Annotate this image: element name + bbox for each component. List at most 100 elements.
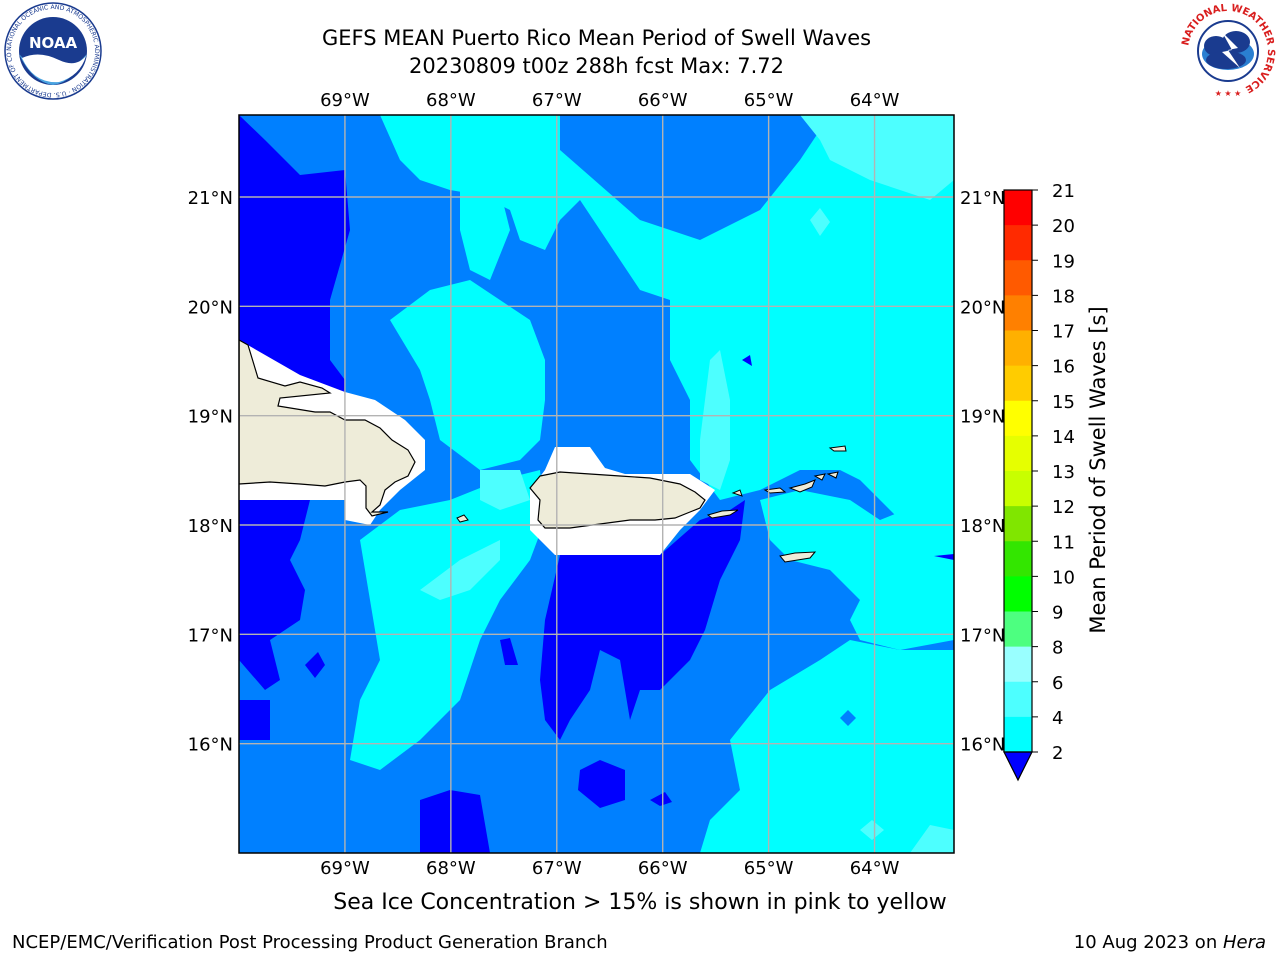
colorbar-tick-label: 12 xyxy=(1052,497,1075,518)
contour-2-4-dot3 xyxy=(650,792,672,806)
contour-6-8-sw xyxy=(420,540,500,600)
colorbar-segment xyxy=(1004,576,1032,612)
contour-2-4-south xyxy=(420,790,490,853)
chart-subtitle: 20230809 t00z 288h fcst Max: 7.72 xyxy=(409,54,784,78)
colorbar-segment xyxy=(1004,611,1032,648)
contour-4-6-north xyxy=(380,115,954,520)
colorbar-segment xyxy=(1004,681,1032,718)
footer-credit: NCEP/EMC/Verification Post Processing Pr… xyxy=(12,932,608,953)
colorbar-tick-label: 4 xyxy=(1052,708,1063,729)
land-mona xyxy=(456,514,469,523)
lat-label-right: 16°N xyxy=(960,735,1005,756)
colorbar-tick-label: 18 xyxy=(1052,286,1075,307)
colorbar-tick-label: 13 xyxy=(1052,462,1075,483)
lat-labels-right: 21°N 20°N 19°N 18°N 17°N 16°N xyxy=(960,188,1005,756)
lon-label-top: 68°W xyxy=(426,90,476,111)
colorbar-segment xyxy=(1004,260,1032,296)
colorbar-extend-min xyxy=(1003,751,1033,782)
lat-label-left: 16°N xyxy=(188,735,233,756)
lon-label-bottom: 66°W xyxy=(638,858,688,879)
colorbar-segment xyxy=(1004,716,1032,753)
land-culebra xyxy=(731,489,743,497)
land-small-east xyxy=(826,471,839,479)
footer-date-text: 10 Aug 2023 on xyxy=(1073,932,1223,953)
lon-label-bottom: 68°W xyxy=(426,858,476,879)
colorbar-segment xyxy=(1004,295,1032,331)
contour-2-4-west xyxy=(239,500,310,690)
colorbar-label: Mean Period of Swell Waves [s] xyxy=(1086,306,1110,634)
colorbar-segment xyxy=(1004,330,1032,367)
colorbar-tick-label: 2 xyxy=(1052,743,1063,764)
land-anegada xyxy=(828,445,847,452)
land-puerto-rico xyxy=(529,471,706,529)
colorbar-segment xyxy=(1004,506,1032,542)
colorbar: 2 4 6 8 9 10 11 12 13 14 15 16 17 18 19 20 21 xyxy=(1003,181,1075,782)
colorbar-tick-label: 8 xyxy=(1052,638,1063,659)
contour-6-8-streak xyxy=(700,350,730,490)
contour-mid-dot xyxy=(840,710,856,726)
contour-6-8-corner xyxy=(910,825,954,853)
contour-2-4-northwest xyxy=(239,115,350,395)
contour-2-4-s2 xyxy=(578,760,625,808)
colorbar-tick-label: 16 xyxy=(1052,357,1075,378)
lon-label-bottom: 69°W xyxy=(320,858,370,879)
footer-date: 10 Aug 2023 on Hera xyxy=(1074,932,1266,953)
contour-2-4-dot2 xyxy=(500,638,518,665)
colorbar-tick-label: 9 xyxy=(1052,603,1063,624)
lon-label-bottom: 64°W xyxy=(850,858,900,879)
sea-ice-note: Sea Ice Concentration > 15% is shown in … xyxy=(0,890,1280,915)
lon-label-top: 65°W xyxy=(744,90,794,111)
colorbar-tick-label: 19 xyxy=(1052,251,1075,272)
lat-label-right: 17°N xyxy=(960,625,1005,646)
lon-label-top: 67°W xyxy=(532,90,582,111)
colorbar-segment xyxy=(1004,225,1032,261)
colorbar-segment xyxy=(1004,471,1032,507)
gridlines xyxy=(239,115,954,853)
lon-label-top: 69°W xyxy=(320,90,370,111)
land-st-croix xyxy=(779,551,817,563)
sea-ice-note-text: Sea Ice Concentration > 15% is shown in … xyxy=(333,890,947,915)
lat-label-right: 18°N xyxy=(960,516,1005,537)
colorbar-tick-label: 11 xyxy=(1052,532,1075,553)
lat-label-right: 20°N xyxy=(960,297,1005,318)
contour-4-6-east xyxy=(760,490,954,650)
contour-4-6-central xyxy=(390,280,545,470)
contour-6-8-se xyxy=(860,820,884,840)
colorbar-tick-label: 14 xyxy=(1052,427,1075,448)
lat-label-right: 19°N xyxy=(960,407,1005,428)
chart-title: GEFS MEAN Puerto Rico Mean Period of Swe… xyxy=(321,26,872,50)
lat-label-left: 21°N xyxy=(188,188,233,209)
colorbar-tick-label: 20 xyxy=(1052,216,1075,237)
colorbar-segment xyxy=(1004,400,1032,437)
colorbar-tick-label: 10 xyxy=(1052,567,1075,588)
colorbar-segment xyxy=(1004,541,1032,577)
contour-4-6-island xyxy=(460,185,510,280)
contour-6-8-sw2 xyxy=(480,470,530,510)
lat-label-left: 20°N xyxy=(188,297,233,318)
lat-label-left: 18°N xyxy=(188,516,233,537)
colorbar-tick-label: 15 xyxy=(1052,392,1075,413)
contour-2-4-dot4 xyxy=(742,355,752,366)
map-frame xyxy=(238,114,955,854)
lat-labels-left: 21°N 20°N 19°N 18°N 17°N 16°N xyxy=(188,188,233,756)
land-virgin-islands-c xyxy=(813,473,826,481)
contour-2-4-central-south xyxy=(540,500,745,740)
noaa-logo-text: NOAA xyxy=(29,34,78,52)
colorbar-tick-label: 6 xyxy=(1052,673,1063,694)
contour-2-4-sw-box xyxy=(239,700,270,740)
footer-machine: Hera xyxy=(1222,932,1266,953)
swell-period-field xyxy=(239,115,954,853)
land-virgin-islands-b xyxy=(788,479,816,493)
contour-6-8-ne xyxy=(800,115,954,200)
lat-label-right: 21°N xyxy=(960,188,1005,209)
lon-label-top: 64°W xyxy=(850,90,900,111)
nws-logo: NATIONAL WEATHER SERVICE ★ ★ ★ xyxy=(1180,3,1276,98)
svg-text:★ ★ ★: ★ ★ ★ xyxy=(1215,89,1242,98)
lon-label-bottom: 65°W xyxy=(744,858,794,879)
contour-4-6-southeast xyxy=(700,640,954,853)
lon-label-bottom: 67°W xyxy=(532,858,582,879)
land-vieques xyxy=(706,509,739,519)
colorbar-tick-label: 17 xyxy=(1052,322,1075,343)
lon-label-top: 66°W xyxy=(638,90,688,111)
